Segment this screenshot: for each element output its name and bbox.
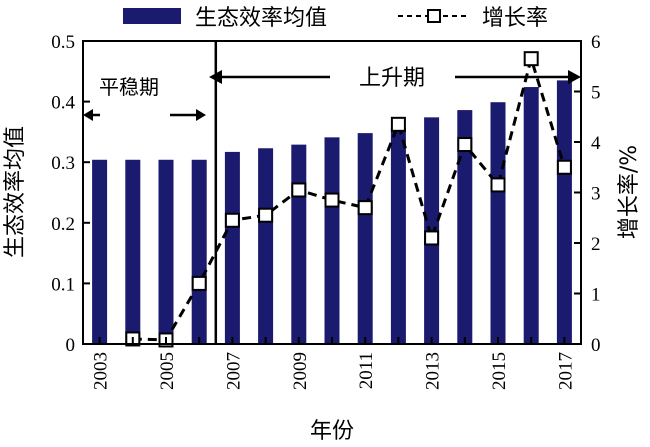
left-tick-label-2: 0.2	[51, 214, 75, 235]
annotation-rise-label: 上升期	[359, 66, 425, 91]
annotation-rise-arrowhead-right	[568, 70, 581, 84]
annotation-stable-label: 平稳期	[99, 75, 159, 99]
bar-2011	[357, 133, 373, 344]
right-tick-label-3: 3	[591, 184, 601, 205]
bar-2012	[390, 127, 406, 345]
annotation-stable-arrowhead-right	[196, 109, 206, 121]
right-tick-label-4: 4	[591, 133, 601, 154]
right-tick-label-2: 2	[591, 234, 601, 255]
growth-point-2009	[291, 182, 307, 198]
legend: 生态效率均值 增长率	[123, 6, 548, 31]
bar-2008	[258, 148, 274, 344]
x-tick-label-2015: 2015	[489, 352, 510, 390]
x-tick-label-2013: 2013	[423, 352, 444, 390]
left-axis-title: 生态效率均值	[3, 126, 28, 258]
growth-line-group	[125, 51, 572, 348]
right-tick-label-0: 0	[591, 335, 601, 356]
bar-2010	[324, 137, 340, 344]
bar-2005	[158, 159, 174, 344]
bar-2017	[556, 80, 572, 344]
bar-2006	[191, 159, 207, 344]
left-tick-label-1: 0.1	[51, 274, 75, 295]
legend-swatch-efficiency	[123, 8, 181, 24]
x-tick-label-2007: 2007	[223, 352, 244, 390]
bar-2004	[125, 159, 141, 344]
growth-point-2015	[490, 177, 506, 193]
growth-point-2017	[556, 159, 572, 175]
x-tick-label-2005: 2005	[157, 352, 178, 390]
growth-point-2013	[424, 230, 440, 246]
legend-marker-growth	[427, 9, 441, 23]
left-tick-label-4: 0.4	[51, 93, 75, 114]
left-axis: 0 0.1 0.2 0.3 0.4 0.5	[51, 32, 90, 356]
x-tick-label-2003: 2003	[91, 352, 112, 390]
left-tick-label-0: 0	[66, 335, 76, 356]
growth-point-2011	[357, 200, 373, 216]
bar-2003	[92, 159, 108, 344]
growth-point-2008	[258, 207, 274, 223]
x-axis: 2003 2005 2007 2009 2011 2013 2015 2017	[91, 337, 576, 390]
right-tick-label-6: 6	[591, 32, 601, 53]
growth-point-2014	[457, 137, 473, 153]
legend-label-growth: 增长率	[482, 6, 548, 31]
legend-label-efficiency: 生态效率均值	[195, 6, 327, 31]
bar-2016	[523, 87, 539, 344]
x-tick-label-2011: 2011	[356, 352, 377, 389]
right-tick-label-1: 1	[591, 285, 601, 306]
annotation-stable-arrowhead-left	[83, 109, 93, 121]
annotation-rise-arrowhead-left	[209, 70, 222, 84]
x-axis-title: 年份	[310, 419, 354, 444]
bar-2009	[291, 144, 307, 344]
bar-2014	[457, 110, 473, 344]
growth-point-2006	[191, 275, 207, 291]
bar-2007	[224, 151, 240, 344]
left-tick-label-3: 0.3	[51, 153, 75, 174]
left-tick-label-5: 0.5	[51, 32, 75, 53]
growth-point-2012	[390, 116, 406, 132]
right-axis: 0 1 2 3 4 5 6	[574, 32, 601, 356]
bars-group	[92, 80, 572, 345]
x-tick-label-2009: 2009	[290, 352, 311, 390]
growth-point-2007	[224, 212, 240, 228]
growth-point-2016	[523, 51, 539, 67]
period-annotations: 平稳期 上升期	[83, 41, 581, 344]
right-tick-label-5: 5	[591, 83, 601, 104]
bar-2015	[490, 102, 506, 345]
right-axis-title: 增长率/%	[617, 145, 642, 239]
growth-point-2010	[324, 192, 340, 208]
x-tick-label-2017: 2017	[555, 352, 576, 390]
